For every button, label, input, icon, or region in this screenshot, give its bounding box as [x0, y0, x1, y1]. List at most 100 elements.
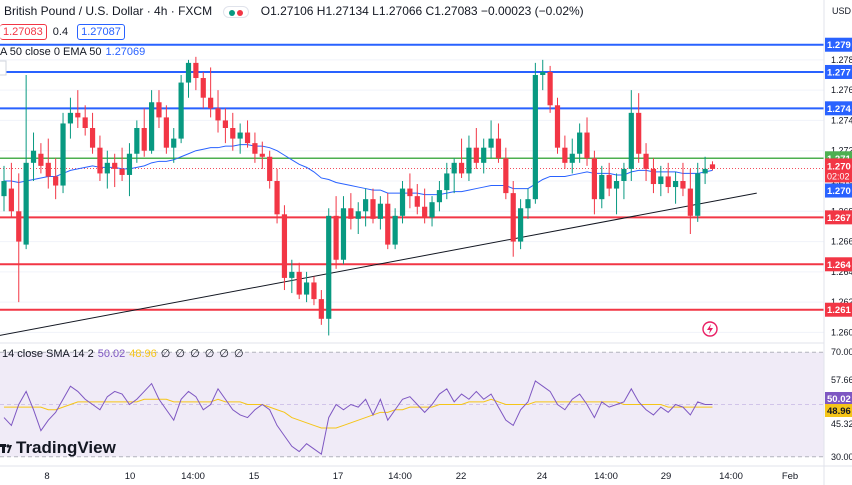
price-axis[interactable]: USD1.2781.2761.2741.2721.2701.2681.2661.… [823, 0, 852, 485]
candle [429, 196, 435, 227]
candle [244, 120, 251, 148]
candle [636, 93, 642, 163]
candle [222, 108, 228, 144]
rsi-label[interactable]: 14 close SMA 14 2 [2, 348, 94, 360]
candle-body [591, 158, 597, 200]
candle [75, 90, 81, 128]
candle-body [606, 174, 612, 189]
candle [518, 199, 524, 250]
price-tick-label: 1.262 [831, 297, 852, 307]
candle-body [134, 128, 140, 154]
candle-body [658, 176, 664, 185]
candle-body [318, 299, 324, 319]
time-tick-label: 24 [537, 471, 548, 482]
candle [171, 128, 177, 163]
candle [156, 90, 162, 128]
candle [104, 150, 110, 189]
time-tick-label: Feb [782, 471, 798, 482]
rsi-value: 50.02 [97, 348, 126, 360]
candle [348, 193, 354, 230]
candle [185, 59, 192, 98]
candle-body [16, 211, 22, 242]
candle [672, 171, 679, 204]
level-badge-label: 1.267 [827, 213, 851, 224]
rsi-value-badge-label: 50.02 [827, 394, 851, 405]
candle [510, 181, 516, 257]
trendline-segment [0, 192, 757, 336]
candle [562, 135, 568, 169]
ema-label[interactable]: A 50 close 0 EMA 50 [0, 46, 102, 58]
bid-price[interactable]: 1.27083 [0, 24, 47, 40]
last-price-badge [825, 158, 852, 183]
candle-body [340, 208, 347, 260]
candle-body [208, 97, 214, 109]
candle-body [458, 162, 465, 174]
candle [16, 173, 22, 303]
candle-body [370, 199, 376, 219]
level-badge [825, 302, 852, 317]
time-tick-label: 22 [456, 471, 467, 482]
candle [311, 276, 317, 306]
candle [163, 105, 169, 154]
status-dot-open [229, 9, 236, 16]
candle-body [584, 132, 590, 159]
level-badge-label: 1.277 [827, 67, 851, 78]
candle-body [414, 196, 420, 207]
candle-body [466, 147, 472, 174]
candle [119, 147, 125, 181]
ask-price[interactable]: 1.27087 [77, 24, 125, 40]
candle-body [377, 203, 383, 219]
candle [399, 181, 406, 224]
candle [584, 117, 590, 166]
ema-legend: A 50 close 0 EMA 50 1.27069 [0, 46, 145, 58]
candle [665, 162, 671, 194]
candle [473, 128, 479, 169]
candle-body [503, 158, 509, 194]
trendline[interactable] [0, 192, 757, 341]
time-tick-label: 17 [333, 471, 344, 482]
price-tick-label: 1.274 [831, 115, 852, 125]
candle [134, 120, 140, 163]
candle-body [473, 147, 479, 163]
candle-body [399, 188, 406, 216]
candle-body [1, 181, 7, 197]
rsi-sma-badge [825, 404, 852, 417]
logo-text: TradingView [16, 438, 116, 457]
last-price-label: 1.270 [827, 161, 851, 172]
market-status-dots[interactable] [223, 5, 250, 18]
countdown-label: 02:02 [827, 171, 850, 181]
candle [38, 143, 44, 174]
candle [149, 90, 155, 154]
candle [680, 162, 686, 197]
candle [377, 196, 383, 230]
alert-circle [702, 321, 718, 337]
candle [82, 105, 88, 136]
tradingview-logo[interactable]: TradingView [0, 438, 116, 458]
candle-body [89, 128, 96, 148]
candle-body [451, 162, 457, 174]
candle-body [650, 168, 657, 185]
candle-body [518, 208, 524, 242]
candle-body [495, 138, 502, 159]
symbol-title[interactable]: British Pound / U.S. Dollar · 4h · FXCM [4, 4, 213, 18]
candle-body [274, 181, 280, 215]
candle [237, 123, 243, 154]
candle-body [429, 202, 435, 218]
candle-body [392, 215, 398, 245]
candle [318, 290, 324, 325]
candle-body [126, 153, 133, 175]
candle-body [665, 176, 671, 188]
candle [53, 158, 59, 200]
candle [215, 90, 221, 133]
candle-body [363, 199, 369, 212]
candle-body [185, 62, 192, 83]
candle-body [672, 181, 679, 188]
candle-body [163, 117, 169, 148]
candle-body [112, 162, 118, 169]
candle-body [67, 112, 74, 124]
candle-body [599, 174, 605, 200]
time-axis[interactable]: 8 10 14:00 15 17 14:00 22 24 14:00 29 14:00 Feb [0, 465, 852, 482]
candle-body [628, 112, 634, 169]
candle [414, 184, 420, 215]
